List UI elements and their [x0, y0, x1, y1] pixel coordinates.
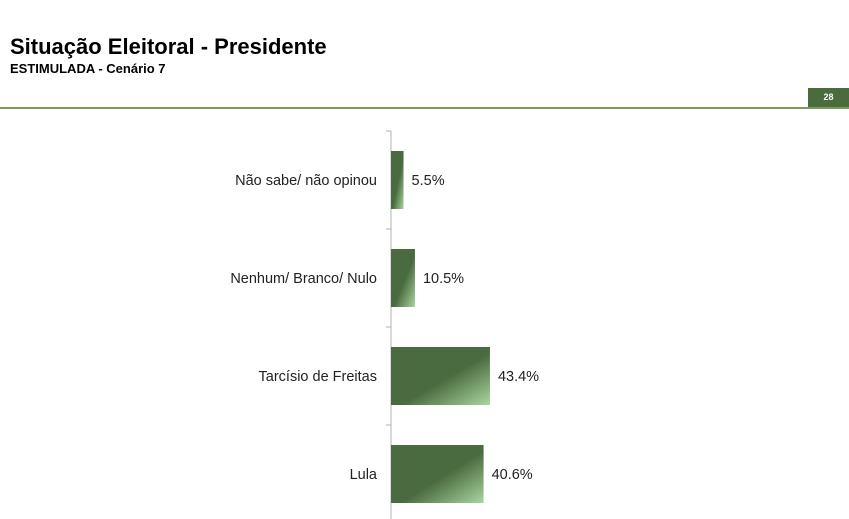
data-label: 43.4%	[498, 369, 539, 385]
category-label: Nenhum/ Branco/ Nulo	[230, 271, 377, 287]
category-label: Tarcísio de Freitas	[259, 369, 377, 385]
data-label: 10.5%	[423, 271, 464, 287]
bar	[391, 249, 415, 307]
data-label: 40.6%	[492, 467, 533, 483]
bar	[391, 151, 404, 209]
category-label: Lula	[350, 467, 378, 483]
category-label: Não sabe/ não opinou	[235, 173, 377, 189]
page-subtitle: ESTIMULADA - Cenário 7	[10, 61, 166, 76]
data-label: 5.5%	[412, 173, 445, 189]
bar	[391, 445, 484, 503]
page-title: Situação Eleitoral - Presidente	[10, 34, 327, 59]
header-divider	[0, 107, 849, 109]
page-number-badge: 28	[808, 88, 849, 107]
bar	[391, 347, 490, 405]
